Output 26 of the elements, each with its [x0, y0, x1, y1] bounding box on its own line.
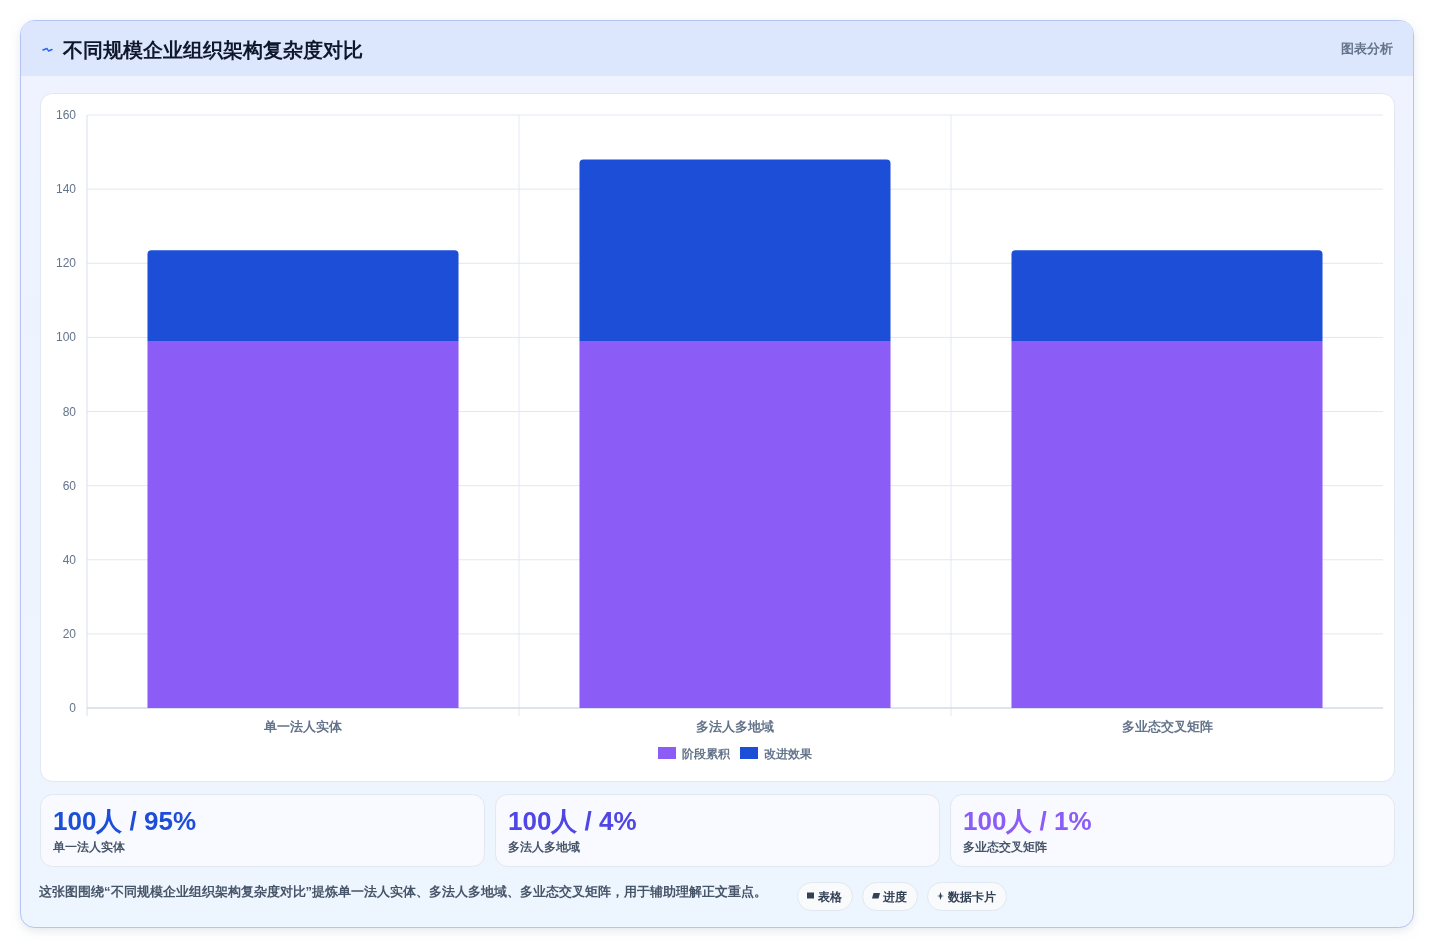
y-tick-label: 0: [69, 701, 77, 715]
legend-label: 改进效果: [764, 746, 813, 761]
text: 100人 / 95%: [53, 806, 197, 836]
y-tick-label: 100: [55, 330, 77, 345]
text: 这张图围绕“不同规模企业组织架构复杂度对比”提炼单一法人实体、多法人多地域、多业态交叉矩阵，用于辅助理解正文重点。: [38, 884, 767, 899]
y-tick-label: 140: [55, 182, 77, 197]
y-tick-label: 40: [62, 552, 77, 567]
text: 100人 / 4%: [508, 806, 637, 836]
text: 多法人多地域: [508, 840, 580, 854]
text: 数据卡片: [947, 889, 996, 904]
x-tick-label: 多业态交叉矩阵: [1121, 719, 1213, 734]
text: 进度: [882, 889, 907, 904]
x-tick-label: 单一法人实体: [263, 719, 343, 734]
text: 表格: [817, 889, 843, 904]
y-tick-label: 120: [55, 256, 77, 271]
text: 100人 / 1%: [963, 806, 1092, 836]
x-tick-label: 多法人多地域: [696, 719, 774, 734]
text: 图表分析: [1341, 41, 1393, 56]
text: 多业态交叉矩阵: [963, 840, 1047, 854]
legend-label: 阶段累积: [682, 746, 731, 761]
chart-title: 不同规模企业组织架构复杂度对比: [62, 39, 363, 61]
y-tick-label: 80: [62, 404, 77, 419]
y-tick-label: 60: [62, 478, 77, 493]
y-tick-label: 20: [62, 626, 77, 641]
y-tick-label: 160: [55, 108, 77, 122]
text: 单一法人实体: [52, 840, 126, 854]
